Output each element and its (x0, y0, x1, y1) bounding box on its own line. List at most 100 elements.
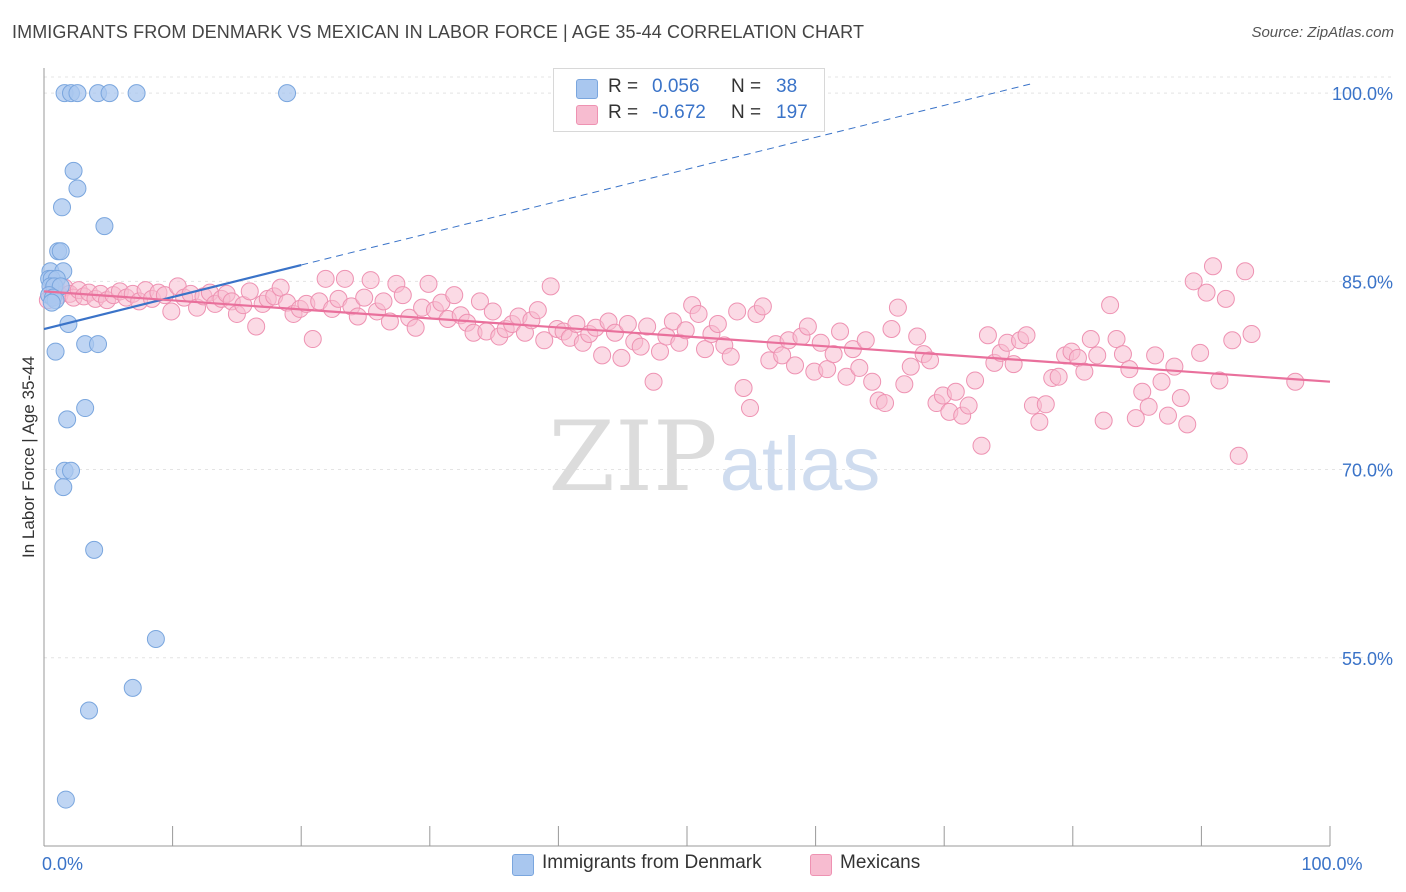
point-mexicans (1178, 415, 1197, 434)
point-mexicans (419, 274, 438, 293)
point-mexicans (380, 312, 399, 331)
point-mexicans (638, 317, 657, 336)
axes (43, 68, 1331, 847)
point-mexicans (831, 322, 850, 341)
point-denmark (146, 629, 165, 648)
point-mexicans (921, 351, 940, 370)
point-mexicans (1229, 446, 1248, 465)
point-mexicans (162, 302, 181, 321)
point-mexicans (1146, 346, 1165, 365)
point-denmark (64, 161, 83, 180)
point-mexicans (1049, 367, 1068, 386)
legend-n-label: N = (731, 102, 762, 123)
point-mexicans (335, 269, 354, 288)
point-mexicans (966, 371, 985, 390)
point-mexicans (786, 356, 805, 375)
y-tick-labels: 100.0% 85.0% 70.0% 55.0% (1332, 84, 1393, 669)
point-denmark (46, 342, 65, 361)
point-mexicans (895, 375, 914, 394)
point-mexicans (728, 302, 747, 321)
point-mexicans (1126, 409, 1145, 428)
point-mexicans (876, 394, 895, 413)
point-mexicans (1236, 262, 1255, 281)
point-mexicans (663, 312, 682, 331)
point-denmark (68, 84, 87, 103)
point-mexicans (303, 330, 322, 349)
trend-lines (43, 82, 1331, 383)
point-mexicans (1030, 412, 1049, 431)
watermark: ZIP atlas (548, 401, 880, 513)
legend-n-value: 38 (776, 76, 798, 97)
point-mexicans (708, 314, 727, 333)
y-tick-label: 70.0% (1342, 461, 1393, 481)
legend-swatch-denmark (576, 79, 598, 99)
point-mexicans (618, 314, 637, 333)
point-mexicans (1216, 289, 1235, 308)
point-mexicans (406, 318, 425, 337)
point-denmark (123, 678, 142, 697)
point-denmark (100, 84, 119, 103)
point-mexicans (798, 317, 817, 336)
point-mexicans (393, 286, 412, 305)
point-mexicans (1197, 283, 1216, 302)
legend-r-label: R = (608, 102, 639, 123)
point-denmark (42, 293, 61, 312)
point-denmark (51, 242, 70, 261)
legend-r-value: -0.672 (652, 102, 706, 123)
point-mexicans (837, 367, 856, 386)
point-mexicans (1203, 257, 1222, 276)
legend-swatch-denmark (512, 854, 534, 876)
point-denmark (53, 198, 72, 217)
point-mexicans (528, 301, 547, 320)
legend-r-value: 0.056 (652, 76, 700, 97)
point-mexicans (355, 288, 374, 307)
point-denmark (76, 399, 95, 418)
point-mexicans (972, 436, 991, 455)
point-mexicans (901, 357, 920, 376)
y-axis-label: In Labor Force | Age 35-44 (19, 356, 38, 558)
point-mexicans (1165, 357, 1184, 376)
point-mexicans (1210, 371, 1229, 390)
point-mexicans (445, 286, 464, 305)
point-mexicans (1133, 382, 1152, 401)
point-mexicans (1184, 272, 1203, 291)
point-mexicans (856, 331, 875, 350)
watermark-atlas: atlas (720, 422, 881, 507)
legend-n-value: 197 (776, 102, 808, 123)
x-tick-labels: 0.0% 100.0% (42, 854, 1363, 874)
point-mexicans (689, 304, 708, 323)
point-mexicans (824, 345, 843, 364)
point-mexicans (612, 348, 631, 367)
point-mexicans (1242, 325, 1261, 344)
point-mexicans (721, 347, 740, 366)
point-denmark (127, 84, 146, 103)
point-mexicans (888, 298, 907, 317)
source-note: Source: ZipAtlas.com (1251, 24, 1394, 41)
point-mexicans (773, 346, 792, 365)
point-mexicans (361, 271, 380, 290)
point-denmark (68, 179, 87, 198)
point-mexicans (374, 292, 393, 311)
point-mexicans (1152, 372, 1171, 391)
point-denmark (58, 410, 77, 429)
legend-swatch-mexicans (576, 105, 598, 125)
gridlines (44, 76, 1394, 659)
point-mexicans (946, 382, 965, 401)
trend-line-denmark (43, 263, 302, 331)
point-denmark (62, 461, 81, 480)
point-mexicans (1139, 397, 1158, 416)
point-mexicans (850, 358, 869, 377)
point-mexicans (978, 326, 997, 345)
x-tick-label: 100.0% (1301, 854, 1362, 874)
point-mexicans (1094, 411, 1113, 430)
point-mexicans (734, 378, 753, 397)
point-mexicans (863, 372, 882, 391)
point-mexicans (1101, 296, 1120, 315)
point-denmark (95, 217, 114, 236)
point-mexicans (631, 337, 650, 356)
y-tick-label: 100.0% (1332, 84, 1393, 104)
point-denmark (85, 540, 104, 559)
point-mexicans (1017, 326, 1036, 345)
point-mexicans (1081, 330, 1100, 349)
